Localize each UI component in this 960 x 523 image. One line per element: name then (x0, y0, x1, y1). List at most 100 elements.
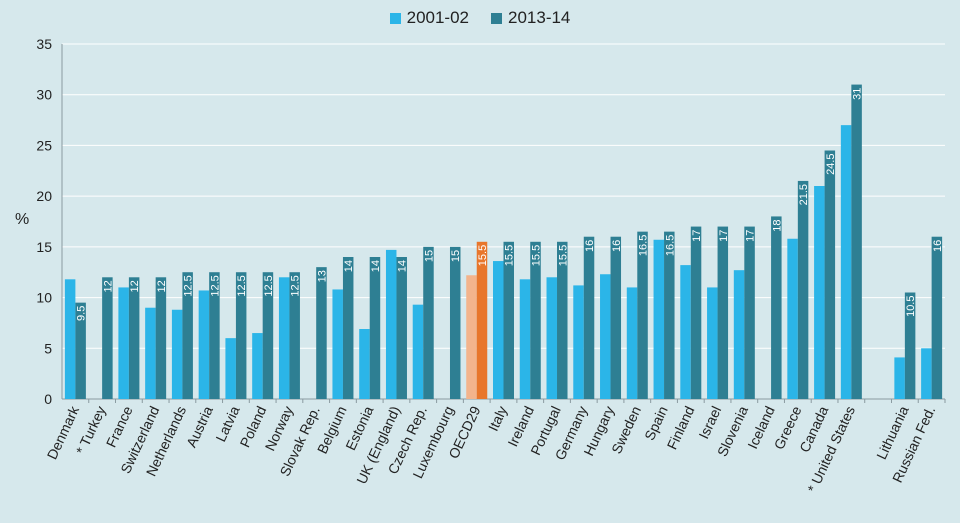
bar-2013-14 (824, 150, 836, 399)
bar-2001-02 (493, 261, 504, 399)
bar-2001-02 (171, 309, 183, 399)
data-label: 15.5 (531, 245, 543, 266)
data-label: 9.5 (76, 306, 88, 321)
bar-2013-14 (503, 241, 514, 399)
y-tick-label: 15 (36, 239, 52, 255)
data-label: 15 (423, 250, 435, 262)
bar-2001-02 (225, 338, 236, 399)
bar-2013-14 (423, 246, 434, 399)
data-label: 16 (932, 240, 944, 252)
bar-2013-14 (155, 277, 167, 399)
bar-2001-02 (252, 333, 263, 399)
data-label: 12.5 (209, 275, 221, 296)
bar-2013-14 (690, 226, 702, 399)
bar-2001-02 (680, 265, 691, 399)
bar-2013-14 (664, 231, 675, 399)
bar-2001-02 (412, 304, 424, 399)
data-label: 12 (156, 280, 168, 292)
data-label: 14 (343, 260, 355, 272)
bar-2013-14 (102, 277, 113, 399)
legend-swatch-series-1 (389, 12, 401, 24)
bar-2001-02 (921, 348, 932, 399)
data-label: 14 (370, 260, 382, 272)
bar-2001-02 (626, 287, 638, 399)
data-label: 10.5 (905, 296, 917, 317)
bar-2001-02 (145, 307, 156, 399)
data-label: 17 (691, 230, 703, 242)
bar-2001-02 (359, 329, 370, 399)
bar-2013-14 (449, 246, 461, 399)
data-label: 12 (102, 280, 114, 292)
bar-2001-02 (118, 287, 129, 399)
data-label: 12.5 (290, 275, 302, 296)
legend-label-series-2: 2013-14 (508, 8, 571, 27)
bar-2013-14 (717, 226, 729, 399)
y-axis-label: % (15, 211, 30, 228)
data-label: 14 (397, 260, 409, 272)
bar-2001-02 (787, 238, 798, 399)
y-tick-label: 25 (36, 137, 52, 153)
bar-2013-14 (530, 241, 541, 399)
data-label: 15.5 (557, 245, 569, 266)
x-tick-label: Israel (695, 404, 724, 442)
bar-2013-14 (128, 277, 140, 399)
bar-2001-02 (519, 279, 531, 399)
bar-2001-02 (278, 277, 290, 399)
bar-2013-14 (557, 241, 568, 399)
legend-item-series-1: 2001-02 (389, 8, 469, 28)
bar-2001-02 (385, 249, 397, 399)
bar-2001-02 (707, 287, 718, 399)
data-label: 16.5 (638, 235, 650, 256)
bar-2013-14 (931, 236, 943, 399)
bar-2001-02 (198, 290, 210, 399)
bar-2001-02 (600, 274, 611, 399)
bar-2013-14 (262, 272, 274, 399)
data-label: 31 (852, 88, 864, 100)
bar-2001-02 (733, 270, 745, 399)
data-label: 12.5 (236, 275, 248, 296)
y-tick-label: 20 (36, 188, 52, 204)
bar-2013-14 (904, 292, 916, 399)
data-label: 17 (718, 230, 730, 242)
data-label: 13 (316, 270, 328, 282)
bar-2013-14 (797, 180, 809, 399)
bar-2013-14 (396, 257, 407, 399)
bar-2001-02 (894, 357, 905, 399)
y-tick-label: 5 (44, 340, 52, 356)
data-label: 18 (771, 219, 783, 231)
data-label: 16.5 (664, 235, 676, 256)
data-label: 12.5 (263, 275, 275, 296)
y-tick-label: 30 (36, 87, 52, 103)
bar-2001-02 (332, 289, 343, 399)
legend-label-series-1: 2001-02 (406, 8, 469, 27)
bar-2013-14 (75, 302, 86, 399)
bar-2013-14 (610, 236, 622, 399)
legend-item-series-2: 2013-14 (491, 8, 570, 28)
bar-2001-02 (653, 239, 665, 399)
bar-2001-02 (814, 186, 825, 399)
bar-2013-14 (771, 216, 782, 399)
bar-2013-14 (342, 257, 354, 399)
data-label: 16 (611, 240, 623, 252)
data-label: 12 (129, 280, 141, 292)
bar-2013-14 (744, 226, 755, 399)
y-tick-label: 35 (36, 36, 52, 52)
bar-2013-14 (209, 272, 220, 399)
y-tick-label: 10 (36, 290, 52, 306)
data-label: 15 (450, 250, 462, 262)
bar-2013-14 (369, 257, 381, 399)
legend: 2001-02 2013-14 (0, 8, 960, 28)
bar-2013-14 (289, 272, 300, 399)
bar-2013-14 (637, 231, 648, 399)
y-tick-label: 0 (44, 391, 52, 407)
data-label: 15.5 (477, 245, 489, 266)
bar-2013-14 (476, 241, 488, 399)
data-label: 21.5 (798, 184, 810, 205)
x-tick-label: Spain (641, 404, 671, 443)
bar-2013-14 (235, 272, 247, 399)
x-tick-label: Italy (485, 404, 510, 434)
data-label: 24.5 (825, 154, 837, 175)
data-label: 12.5 (183, 275, 195, 296)
bar-2001-02 (466, 275, 477, 399)
